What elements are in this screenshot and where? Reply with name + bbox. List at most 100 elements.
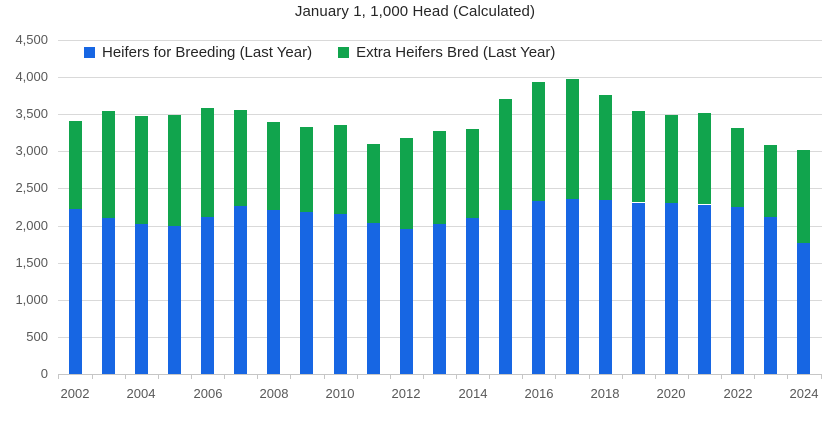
bar-extra-heifers-bred-2019 (632, 111, 645, 202)
legend-label-extra-heifers-bred: Extra Heifers Bred (Last Year) (356, 44, 556, 61)
bar-extra-heifers-bred-2024 (797, 150, 810, 243)
bar-extra-heifers-bred-2018 (599, 95, 612, 200)
x-tick-label: 2022 (723, 386, 753, 401)
x-tick-label: 2012 (391, 386, 421, 401)
x-axis-tickmark (92, 375, 93, 379)
x-tick-label: 2014 (458, 386, 488, 401)
bar-heifers-for-breeding-2017 (566, 199, 579, 374)
x-axis-tickmark (622, 375, 623, 379)
x-axis-tickmark (489, 375, 490, 379)
bar-extra-heifers-bred-2020 (665, 115, 678, 203)
x-axis-tickmark (754, 375, 755, 379)
x-axis-tickmark (555, 375, 556, 379)
bar-heifers-for-breeding-2002 (69, 209, 82, 374)
x-tick-label: 2016 (524, 386, 554, 401)
bar-extra-heifers-bred-2011 (367, 144, 380, 223)
x-axis-tickmark (257, 375, 258, 379)
bar-heifers-for-breeding-2007 (234, 206, 247, 374)
y-tick-label: 4,000 (15, 69, 48, 84)
y-tick-label: 3,500 (15, 106, 48, 121)
x-axis-tickmark (58, 375, 59, 379)
bar-heifers-for-breeding-2008 (267, 209, 280, 374)
bar-extra-heifers-bred-2005 (168, 115, 181, 226)
bar-extra-heifers-bred-2009 (300, 127, 313, 212)
gridline (58, 114, 822, 115)
y-tick-label: 1,500 (15, 255, 48, 270)
bar-heifers-for-breeding-2005 (168, 226, 181, 374)
bar-heifers-for-breeding-2010 (334, 214, 347, 374)
x-axis-tickmark (158, 375, 159, 379)
x-axis-tickmark (423, 375, 424, 379)
bar-extra-heifers-bred-2016 (532, 82, 545, 201)
legend-item-extra-heifers-bred: Extra Heifers Bred (Last Year) (338, 44, 555, 61)
y-tick-label: 4,500 (15, 32, 48, 47)
chart-legend: Heifers for Breeding (Last Year) Extra H… (84, 44, 555, 61)
y-tick-label: 1,000 (15, 292, 48, 307)
y-tick-label: 2,500 (15, 180, 48, 195)
x-axis-tickmark (390, 375, 391, 379)
x-axis-line (58, 374, 822, 375)
y-tick-label: 0 (40, 366, 48, 381)
bar-extra-heifers-bred-2015 (499, 99, 512, 210)
x-axis-tickmark (357, 375, 358, 379)
bar-heifers-for-breeding-2016 (532, 201, 545, 374)
x-axis-tickmark (191, 375, 192, 379)
x-axis-tickmark (224, 375, 225, 379)
x-axis-tickmark (821, 375, 822, 379)
legend-swatch-blue-icon (84, 47, 95, 58)
bar-extra-heifers-bred-2013 (433, 131, 446, 224)
x-tick-label: 2024 (789, 386, 819, 401)
gridline (58, 77, 822, 78)
bar-heifers-for-breeding-2003 (102, 217, 115, 374)
bar-extra-heifers-bred-2014 (466, 129, 479, 218)
bar-extra-heifers-bred-2023 (764, 145, 777, 217)
bar-extra-heifers-bred-2006 (201, 108, 214, 217)
bar-heifers-for-breeding-2009 (300, 211, 313, 374)
x-axis-tickmark (324, 375, 325, 379)
bar-heifers-for-breeding-2015 (499, 210, 512, 374)
x-axis-tickmark (589, 375, 590, 379)
bar-extra-heifers-bred-2008 (267, 122, 280, 210)
bar-heifers-for-breeding-2012 (400, 229, 413, 374)
x-axis-tickmark (787, 375, 788, 379)
bar-heifers-for-breeding-2004 (135, 224, 148, 374)
bar-heifers-for-breeding-2020 (665, 203, 678, 374)
x-tick-label: 2020 (656, 386, 686, 401)
x-tick-label: 2010 (325, 386, 355, 401)
bar-heifers-for-breeding-2021 (698, 205, 711, 374)
x-tick-label: 2002 (60, 386, 90, 401)
bar-heifers-for-breeding-2023 (764, 217, 777, 374)
bar-extra-heifers-bred-2002 (69, 121, 82, 209)
bar-extra-heifers-bred-2010 (334, 125, 347, 214)
x-axis-tickmark (290, 375, 291, 379)
bar-heifers-for-breeding-2022 (731, 207, 744, 374)
bar-heifers-for-breeding-2024 (797, 243, 810, 374)
bar-extra-heifers-bred-2007 (234, 110, 247, 206)
x-axis-tickmark (688, 375, 689, 379)
legend-swatch-green-icon (338, 47, 350, 58)
legend-item-heifers-for-breeding: Heifers for Breeding (Last Year) (84, 44, 312, 61)
x-axis-tickmark (522, 375, 523, 379)
x-axis-tickmark (125, 375, 126, 379)
bar-heifers-for-breeding-2019 (632, 203, 645, 374)
y-tick-label: 2,000 (15, 218, 48, 233)
bar-heifers-for-breeding-2013 (433, 224, 446, 374)
x-tick-label: 2006 (193, 386, 223, 401)
chart-title: January 1, 1,000 Head (Calculated) (294, 3, 536, 20)
bar-extra-heifers-bred-2012 (400, 138, 413, 229)
x-tick-label: 2018 (590, 386, 620, 401)
x-tick-label: 2008 (259, 386, 289, 401)
gridline (58, 40, 822, 41)
y-tick-label: 3,000 (15, 143, 48, 158)
x-tick-label: 2004 (126, 386, 156, 401)
bar-extra-heifers-bred-2003 (102, 111, 115, 218)
bar-heifers-for-breeding-2014 (466, 218, 479, 374)
bar-heifers-for-breeding-2018 (599, 200, 612, 374)
y-tick-label: 500 (26, 329, 48, 344)
bar-extra-heifers-bred-2017 (566, 79, 579, 199)
bar-extra-heifers-bred-2022 (731, 128, 744, 207)
bar-extra-heifers-bred-2004 (135, 116, 148, 224)
legend-label-heifers-for-breeding: Heifers for Breeding (Last Year) (102, 44, 313, 61)
bar-heifers-for-breeding-2006 (201, 217, 214, 374)
